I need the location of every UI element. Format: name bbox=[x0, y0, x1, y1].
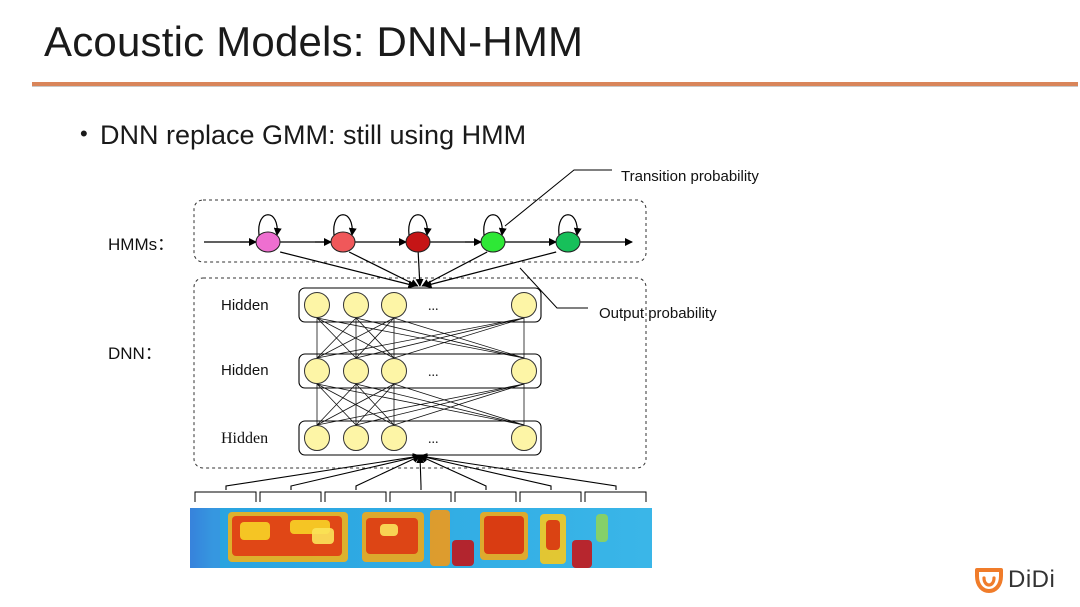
emission-arrow bbox=[415, 251, 424, 287]
hmm-state bbox=[480, 231, 506, 253]
frame-bracket bbox=[584, 491, 647, 502]
neuron-connection bbox=[355, 383, 525, 426]
neuron-connection bbox=[316, 383, 395, 426]
layer-connections bbox=[316, 317, 525, 426]
neuron-node bbox=[381, 425, 407, 451]
input-arrow bbox=[419, 453, 552, 490]
frame-brackets bbox=[194, 491, 647, 502]
layer-rows bbox=[298, 287, 542, 456]
neuron-connection bbox=[355, 383, 395, 426]
neuron-node bbox=[343, 358, 369, 384]
spectrogram-patch bbox=[596, 514, 608, 542]
bullet-item: • DNN replace GMM: still using HMM bbox=[80, 120, 526, 151]
input-arrow bbox=[225, 453, 421, 490]
hmm-state bbox=[330, 231, 356, 253]
neuron-node bbox=[381, 292, 407, 318]
hidden-layer-row-2 bbox=[298, 353, 542, 389]
title-underline bbox=[32, 82, 1078, 87]
neuron-connection bbox=[316, 383, 357, 426]
spectrogram-patch bbox=[452, 540, 474, 566]
neuron-node bbox=[511, 425, 537, 451]
input-arrow bbox=[355, 455, 421, 490]
output-label: Output probability bbox=[599, 305, 717, 322]
hidden-layer-row-1 bbox=[298, 287, 542, 323]
input-arrow bbox=[419, 453, 617, 490]
spectrogram-patch bbox=[546, 520, 560, 550]
hmm-box bbox=[193, 199, 647, 263]
hmm-state bbox=[405, 231, 431, 253]
neuron-connection bbox=[316, 383, 525, 426]
neuron-node bbox=[304, 425, 330, 451]
hmm-self-loop bbox=[333, 214, 357, 236]
neuron-node bbox=[381, 358, 407, 384]
frame-bracket bbox=[259, 491, 322, 502]
hmm-state bbox=[255, 231, 281, 253]
slide-title: Acoustic Models: DNN-HMM bbox=[44, 18, 584, 65]
hmm-self-loops bbox=[258, 214, 582, 236]
hmm-self-loop bbox=[408, 214, 432, 236]
hmm-label: HMMs： bbox=[108, 235, 174, 254]
neuron-node bbox=[304, 292, 330, 318]
emission-arrows bbox=[280, 251, 557, 289]
neuron-connection bbox=[393, 317, 525, 359]
spectrogram-patch bbox=[430, 510, 450, 566]
spectrogram-patch bbox=[380, 524, 398, 536]
neuron-node bbox=[304, 358, 330, 384]
hmm-states bbox=[255, 231, 581, 253]
output-callout-line bbox=[519, 267, 588, 309]
hmm-self-loop bbox=[558, 214, 582, 236]
frame-bracket bbox=[389, 491, 452, 502]
neuron-nodes bbox=[304, 292, 537, 451]
transition-callout-line bbox=[504, 169, 612, 227]
ellipsis-2: ... bbox=[428, 365, 439, 380]
didi-logo: DiDi bbox=[974, 566, 1055, 594]
spectrogram-image bbox=[190, 508, 652, 568]
neuron-connection bbox=[355, 317, 525, 359]
emission-arrow bbox=[348, 251, 419, 287]
neuron-connection bbox=[393, 383, 525, 426]
hmm-self-loop bbox=[258, 214, 282, 236]
frame-bracket bbox=[519, 491, 582, 502]
emission-arrow bbox=[280, 251, 417, 289]
layer-label-1: Hidden bbox=[221, 297, 269, 314]
input-arrow bbox=[419, 455, 487, 490]
neuron-node bbox=[511, 358, 537, 384]
emission-arrow bbox=[423, 251, 557, 289]
hidden-layer-row-3 bbox=[298, 420, 542, 456]
ellipsis-3: ... bbox=[428, 432, 439, 447]
hmm-state bbox=[555, 231, 581, 253]
transition-label: Transition probability bbox=[621, 168, 759, 185]
neuron-connection bbox=[316, 317, 395, 359]
bullet-dot: • bbox=[80, 121, 88, 146]
frame-bracket bbox=[324, 491, 387, 502]
neuron-connection bbox=[316, 317, 525, 359]
emission-arrow bbox=[421, 251, 488, 287]
neuron-connection bbox=[355, 317, 395, 359]
input-arrow bbox=[290, 453, 421, 490]
bullet-text: DNN replace GMM: still using HMM bbox=[100, 120, 527, 150]
spectrogram-patch bbox=[484, 516, 524, 554]
input-arrow bbox=[416, 455, 425, 490]
dnn-label: DNN： bbox=[108, 344, 162, 363]
hmm-self-loop bbox=[483, 214, 507, 236]
spectrogram-patch bbox=[240, 522, 270, 540]
neuron-connection bbox=[316, 317, 357, 359]
layer-label-3: Hidden bbox=[221, 430, 268, 447]
input-arrows bbox=[225, 453, 617, 490]
frame-bracket bbox=[194, 491, 257, 502]
neuron-node bbox=[343, 292, 369, 318]
frame-bracket bbox=[454, 491, 517, 502]
spectrogram-patch bbox=[572, 540, 592, 568]
neuron-node bbox=[343, 425, 369, 451]
didi-logo-icon bbox=[975, 568, 1003, 593]
logo-text: DiDi bbox=[1008, 566, 1056, 593]
spectrogram-patch bbox=[312, 528, 334, 544]
layer-label-2: Hidden bbox=[221, 362, 269, 379]
ellipsis-1: ... bbox=[428, 299, 439, 314]
neuron-node bbox=[511, 292, 537, 318]
